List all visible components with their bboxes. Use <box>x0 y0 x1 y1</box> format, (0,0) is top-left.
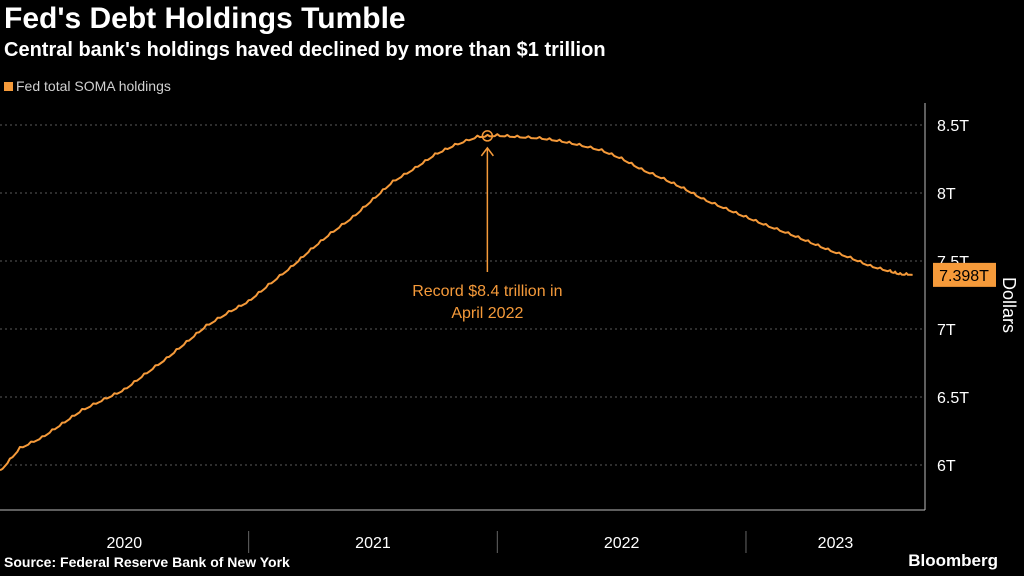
x-tick-label: 2023 <box>818 535 854 552</box>
chart-title: Fed's Debt Holdings Tumble <box>4 2 406 35</box>
x-tick-label: 2020 <box>107 535 143 552</box>
source-note: Source: Federal Reserve Bank of New York <box>4 554 290 570</box>
legend-label: Fed total SOMA holdings <box>16 78 171 94</box>
x-tick-label: 2022 <box>604 535 640 552</box>
y-axis-title: Dollars <box>999 277 1019 333</box>
x-tick-label: 2021 <box>355 535 391 552</box>
legend: Fed total SOMA holdings <box>4 78 171 94</box>
series-line <box>0 133 913 472</box>
legend-swatch <box>4 81 13 91</box>
y-tick-label: 6T <box>937 458 956 475</box>
chart-subtitle: Central bank's holdings haved declined b… <box>4 39 606 61</box>
last-value-box <box>933 262 996 287</box>
annotation-arrowhead <box>480 146 494 157</box>
bloomberg-logo: Bloomberg <box>908 551 998 570</box>
y-tick-label: 8T <box>937 186 956 203</box>
last-value-label: 7.398T <box>939 268 989 285</box>
y-tick-label: 8.5T <box>937 118 969 135</box>
annotation-text: Record $8.4 trillion in <box>412 283 562 300</box>
y-tick-label: 7T <box>937 322 956 339</box>
annotation-text: April 2022 <box>451 305 523 322</box>
y-tick-label: 6.5T <box>937 390 969 407</box>
peak-marker <box>481 130 494 142</box>
